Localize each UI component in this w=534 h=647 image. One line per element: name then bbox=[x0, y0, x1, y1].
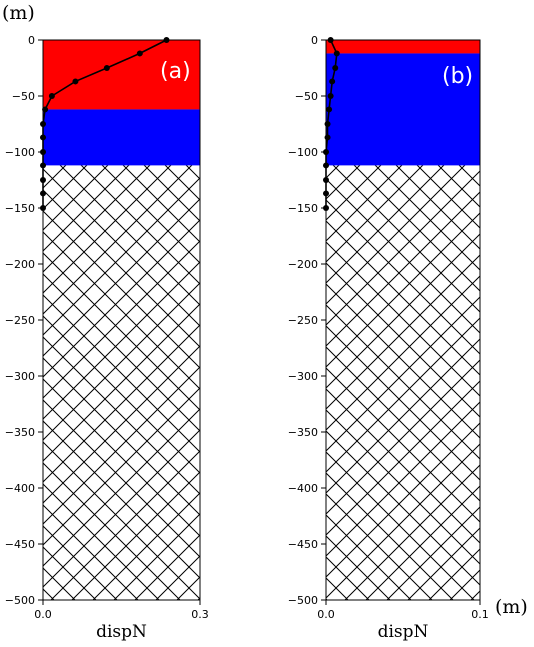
data-point bbox=[40, 121, 46, 127]
y-tick-label: −300 bbox=[288, 370, 318, 383]
y-tick-label: −50 bbox=[295, 90, 318, 103]
layer-red bbox=[43, 40, 200, 110]
y-tick-label: −400 bbox=[5, 482, 35, 495]
data-point bbox=[103, 65, 110, 71]
data-point bbox=[327, 37, 334, 43]
y-tick-label: −350 bbox=[288, 426, 318, 439]
panel-label: (b) bbox=[442, 64, 473, 89]
layer-crosshatch bbox=[326, 165, 480, 600]
data-point bbox=[323, 190, 329, 197]
data-point bbox=[333, 50, 340, 57]
data-point bbox=[40, 205, 46, 211]
x-unit-label: (m) bbox=[495, 596, 528, 618]
layer-red bbox=[326, 40, 480, 54]
y-tick-label: −450 bbox=[5, 538, 35, 551]
y-tick-label: −100 bbox=[288, 146, 318, 159]
data-point bbox=[326, 106, 333, 113]
x-tick-label: 0.0 bbox=[34, 608, 52, 621]
data-point bbox=[40, 190, 46, 197]
data-point bbox=[332, 65, 339, 71]
data-point bbox=[323, 162, 329, 169]
x-tick-label: 0.1 bbox=[471, 608, 489, 621]
y-unit-label: (m) bbox=[2, 2, 35, 24]
data-point bbox=[40, 134, 46, 141]
y-tick-label: −100 bbox=[5, 146, 35, 159]
y-tick-label: −200 bbox=[5, 258, 35, 271]
data-point bbox=[40, 177, 46, 183]
x-tick-label: 0.3 bbox=[191, 608, 209, 621]
y-tick-label: −150 bbox=[288, 202, 318, 215]
x-axis-label: dispN bbox=[96, 622, 147, 642]
x-axis-label: dispN bbox=[378, 622, 429, 642]
y-tick-label: −150 bbox=[5, 202, 35, 215]
data-point bbox=[323, 177, 329, 183]
layer-blue bbox=[43, 109, 200, 166]
data-point bbox=[327, 93, 334, 99]
y-tick-label: −250 bbox=[5, 314, 35, 327]
y-tick-label: −50 bbox=[12, 90, 35, 103]
y-tick-label: −400 bbox=[288, 482, 318, 495]
y-tick-label: −200 bbox=[288, 258, 318, 271]
data-point bbox=[323, 205, 329, 211]
y-tick-label: 0 bbox=[28, 34, 35, 47]
y-tick-label: −500 bbox=[5, 594, 35, 607]
chart-panel-1: 0 −50 −100 −150 −200 −250 −300 −350 −400 −450 −500… bbox=[5, 34, 209, 642]
data-point bbox=[324, 134, 331, 141]
data-point bbox=[136, 50, 143, 57]
data-point bbox=[72, 78, 79, 85]
y-tick-label: −300 bbox=[5, 370, 35, 383]
data-point bbox=[163, 37, 170, 43]
y-tick-label: 0 bbox=[311, 34, 318, 47]
data-point bbox=[42, 106, 49, 113]
panel-label: (a) bbox=[160, 59, 191, 84]
data-point bbox=[324, 121, 331, 127]
chart-panel-2: 0 −50 −100 −150 −200 −250 −300 −350 −400 −450 −500… bbox=[288, 34, 489, 642]
data-point bbox=[329, 78, 336, 85]
y-tick-label: −350 bbox=[5, 426, 35, 439]
layer-blue bbox=[326, 53, 480, 166]
data-point bbox=[48, 93, 55, 99]
data-point bbox=[323, 149, 329, 155]
layer-crosshatch bbox=[43, 165, 200, 600]
data-point bbox=[40, 162, 46, 169]
data-point bbox=[40, 149, 46, 155]
y-tick-label: −250 bbox=[288, 314, 318, 327]
y-tick-label: −500 bbox=[288, 594, 318, 607]
x-tick-label: 0.0 bbox=[317, 608, 335, 621]
y-tick-label: −450 bbox=[288, 538, 318, 551]
